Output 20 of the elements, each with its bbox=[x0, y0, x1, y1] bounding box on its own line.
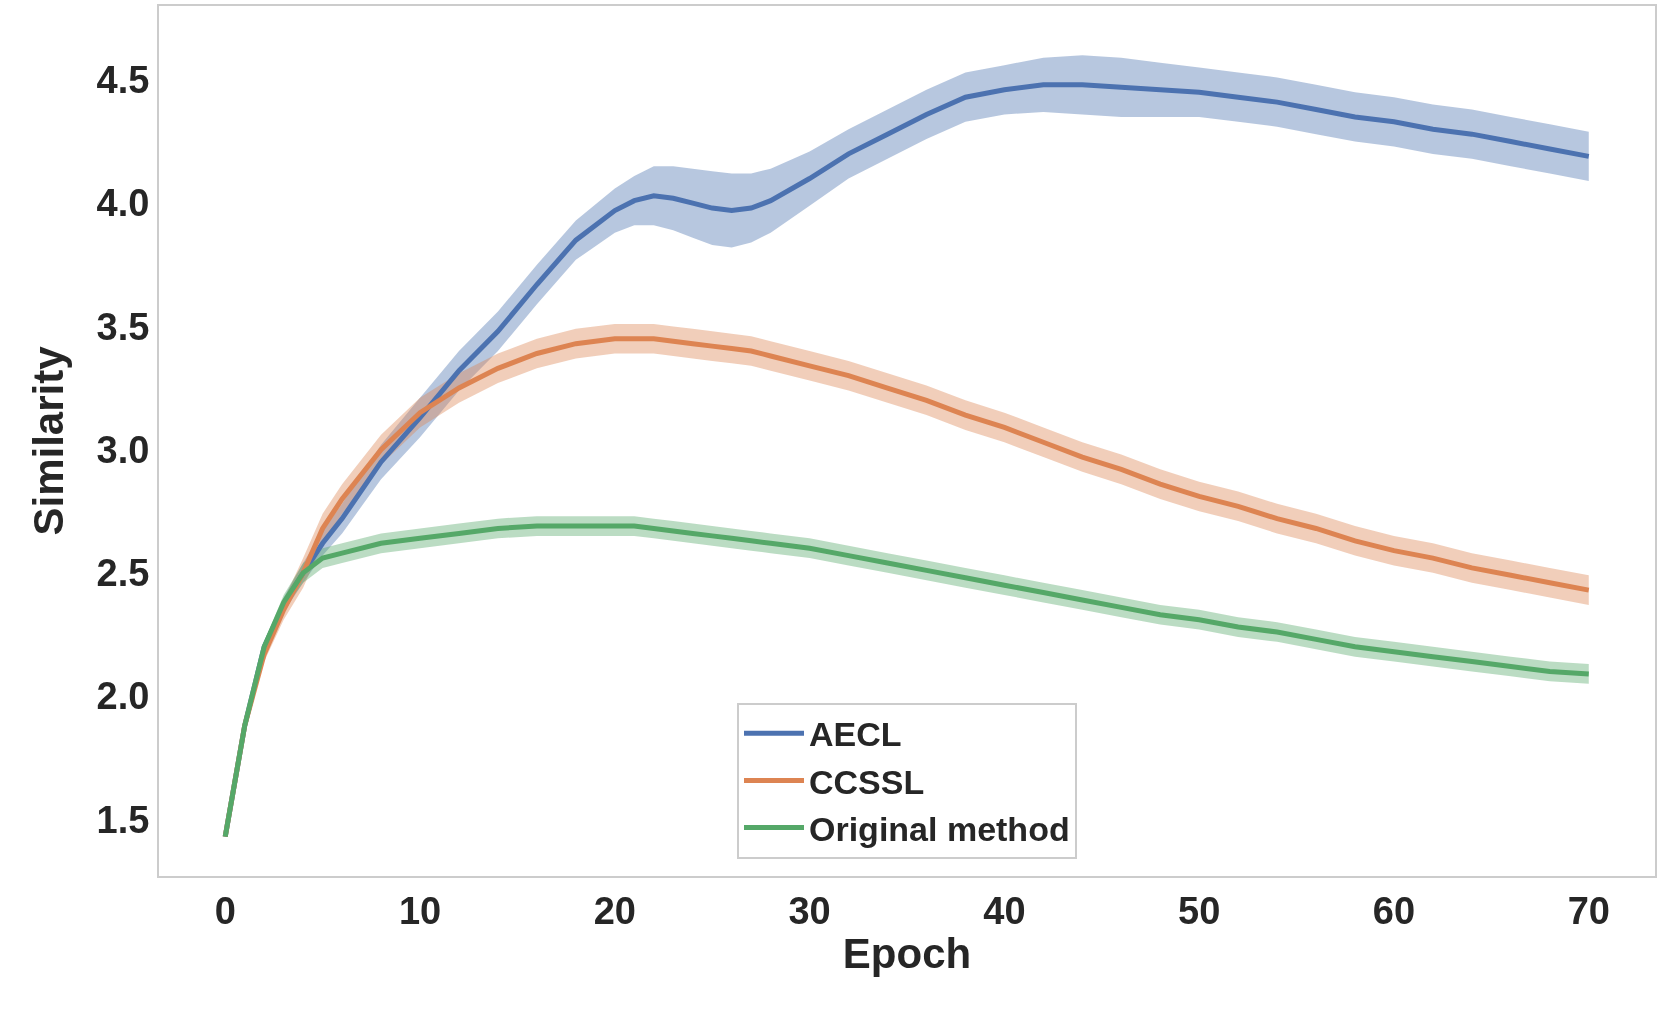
y-tick-label: 3.0 bbox=[96, 428, 150, 471]
x-tick-label: 40 bbox=[983, 889, 1026, 932]
legend-label: AECL bbox=[809, 715, 902, 754]
x-axis-title: Epoch bbox=[842, 930, 972, 977]
y-tick-label: 2.5 bbox=[96, 552, 150, 595]
legend-label: Original method bbox=[809, 809, 1070, 848]
y-tick-label: 1.5 bbox=[96, 798, 150, 841]
x-tick-label: 70 bbox=[1567, 889, 1610, 932]
y-axis-title: Similarity bbox=[24, 345, 72, 536]
x-tick-label: 20 bbox=[593, 889, 636, 932]
x-tick-label: 50 bbox=[1178, 889, 1221, 932]
legend-label: CCSSL bbox=[809, 762, 925, 801]
x-tick-label: 0 bbox=[214, 889, 236, 932]
y-tick-label: 4.5 bbox=[96, 59, 150, 102]
y-tick-label: 2.0 bbox=[96, 675, 150, 718]
y-tick-label: 3.5 bbox=[96, 305, 150, 348]
x-tick-label: 10 bbox=[398, 889, 442, 932]
x-tick-label: 30 bbox=[788, 889, 831, 932]
x-tick-label: 60 bbox=[1372, 889, 1416, 932]
y-tick-label: 4.0 bbox=[96, 182, 150, 225]
